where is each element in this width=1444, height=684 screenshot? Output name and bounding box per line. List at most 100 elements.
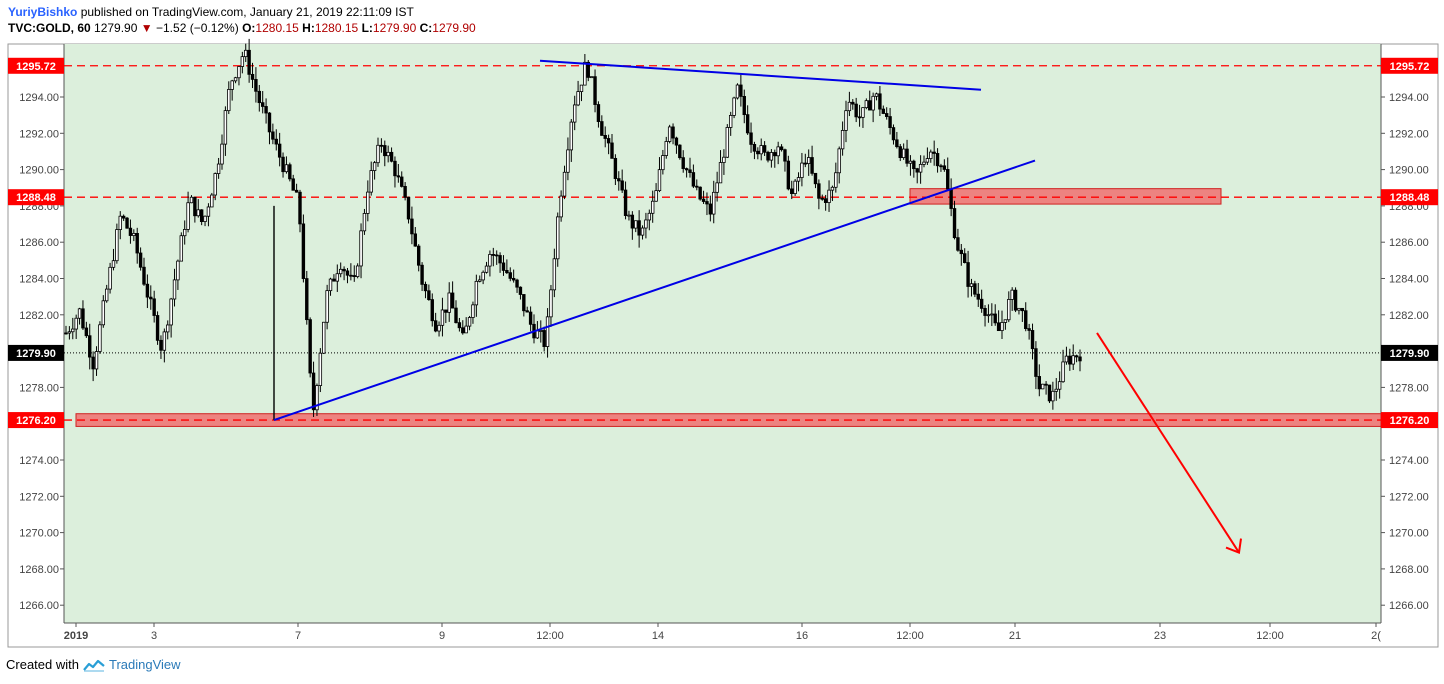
candle-body — [579, 84, 584, 92]
candle-body — [389, 151, 394, 162]
candle-body — [311, 372, 316, 411]
candle-body — [793, 180, 797, 194]
candle-body — [542, 330, 546, 347]
y-tick-label-right: 1282.00 — [1389, 310, 1429, 322]
candle-body — [166, 324, 170, 333]
candle-body — [634, 220, 638, 229]
y-tick-label-right: 1266.00 — [1389, 600, 1429, 612]
candle-body — [88, 335, 92, 358]
candle-body — [400, 176, 404, 187]
candle-body — [562, 171, 567, 197]
candle-body — [851, 101, 855, 105]
candle-body — [125, 217, 129, 229]
candle-body — [481, 271, 485, 281]
candle-body — [172, 279, 177, 300]
level-tag-right-bg — [1381, 57, 1438, 74]
y-tick-label-right: 1274.00 — [1389, 455, 1429, 467]
candle-body — [138, 252, 143, 268]
candle-body — [844, 110, 848, 131]
candle-body — [627, 214, 631, 217]
candle-body — [847, 101, 852, 112]
price-change: −1.52 (−0.12%) — [156, 21, 239, 35]
candle-body — [837, 148, 841, 174]
candle-body — [854, 103, 858, 118]
candle-body — [705, 201, 709, 205]
y-tick-label-left: 1286.00 — [19, 237, 59, 249]
candle-body — [773, 152, 777, 157]
candle-body — [366, 191, 370, 214]
candle-body — [501, 262, 506, 271]
symbol-label[interactable]: TVC:GOLD, 60 — [8, 21, 91, 35]
candle-body — [216, 163, 221, 174]
last-price: 1279.90 — [94, 21, 138, 35]
candle-body — [800, 162, 804, 178]
candle-body — [440, 309, 445, 326]
candle-body — [464, 325, 468, 334]
candle-body — [247, 49, 251, 75]
candle-body — [674, 137, 679, 146]
candle-body — [586, 61, 590, 78]
candle-body — [104, 288, 109, 302]
candle-body — [959, 249, 964, 255]
candle-body — [84, 327, 89, 337]
candle-body — [952, 208, 957, 239]
author-link[interactable]: YuriyBishko — [8, 5, 78, 19]
candle-body — [868, 100, 872, 111]
candle-body — [522, 294, 526, 312]
candle-body — [291, 178, 295, 191]
candle-body — [786, 160, 791, 190]
x-tick-label: 23 — [1154, 630, 1166, 642]
candle-body — [494, 254, 499, 257]
tradingview-link[interactable]: TradingView — [108, 657, 181, 672]
candle-body — [427, 290, 431, 301]
y-tick-label-right: 1284.00 — [1389, 274, 1429, 286]
candle-body — [349, 274, 353, 277]
y-tick-label-left: 1266.00 — [19, 600, 59, 612]
candle-body — [637, 220, 641, 236]
candle-body — [769, 152, 774, 161]
candle-body — [908, 160, 913, 164]
candle-body — [1034, 348, 1038, 377]
candle-body — [569, 121, 574, 151]
candle-body — [484, 265, 489, 273]
candle-body — [946, 169, 950, 190]
candle-body — [610, 142, 614, 159]
candle-body — [871, 95, 875, 111]
candle-body — [111, 260, 116, 268]
candle-body — [101, 300, 106, 326]
close-value: 1279.90 — [432, 21, 476, 35]
candle-body — [206, 206, 211, 217]
candle-body — [386, 151, 390, 157]
candle-body — [691, 172, 696, 187]
candle-body — [447, 292, 451, 313]
candle-body — [739, 84, 743, 97]
high-label: H: — [302, 21, 315, 35]
candle-body — [210, 194, 214, 208]
candle-body — [1051, 390, 1055, 402]
current-price-tag-left: 1279.90 — [8, 344, 64, 361]
candle-body — [461, 327, 465, 334]
candle-body — [94, 351, 99, 370]
candle-body — [254, 79, 258, 92]
candle-body — [305, 278, 309, 321]
candle-body — [922, 161, 926, 165]
candle-body — [301, 223, 306, 279]
candle-body — [874, 93, 879, 97]
candle-body — [335, 273, 340, 282]
candle-body — [667, 126, 672, 142]
candle-body — [1017, 307, 1021, 311]
tradingview-logo-icon — [83, 659, 105, 672]
candle-body — [976, 293, 980, 300]
candle-body — [929, 151, 933, 159]
level-tag-right: 1288.48 — [1381, 189, 1438, 206]
y-tick-label-left: 1274.00 — [19, 455, 59, 467]
level-tag-left-bg — [8, 412, 64, 429]
x-tick-label: 14 — [652, 630, 664, 642]
x-tick-label: 12:00 — [536, 630, 564, 642]
candle-body — [505, 270, 509, 274]
candle-body — [142, 266, 146, 285]
candle-body — [322, 321, 326, 354]
candle-body — [383, 145, 387, 157]
candle-body — [817, 183, 821, 199]
